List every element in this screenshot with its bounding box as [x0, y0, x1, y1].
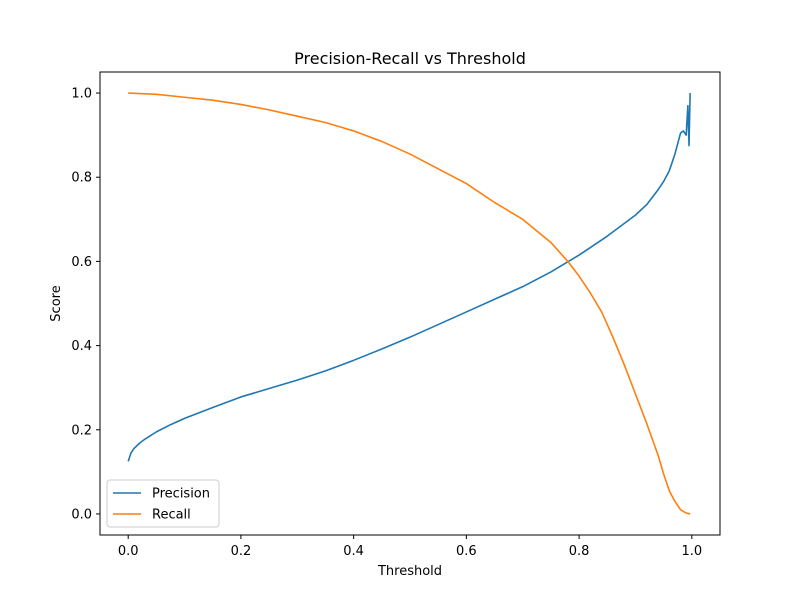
x-tick-label: 0.4: [343, 544, 364, 559]
x-tick-label: 1.0: [681, 544, 702, 559]
y-tick-label: 0.0: [71, 507, 92, 522]
x-axis: 0.0 0.2 0.4 0.6 0.8 1.0: [118, 535, 702, 559]
x-tick-label: 0.6: [456, 544, 477, 559]
y-axis-label: Score: [49, 285, 64, 321]
legend-box: [106, 479, 220, 528]
x-tick-label: 0.2: [231, 544, 252, 559]
x-tick-label: 0.0: [118, 544, 139, 559]
legend-label-precision: Precision: [152, 487, 210, 502]
series-line-recall: [128, 92, 691, 515]
y-tick-label: 1.0: [71, 87, 92, 102]
x-tick-label: 0.8: [569, 544, 590, 559]
chart-title: Precision-Recall vs Threshold: [294, 49, 526, 68]
plot-frame: [99, 71, 721, 536]
plot-area: [127, 92, 691, 515]
legend: Precision Recall: [106, 479, 220, 528]
y-tick-label: 0.6: [71, 255, 92, 270]
x-axis-label: Threshold: [377, 564, 442, 579]
y-tick-label: 0.2: [71, 423, 92, 438]
legend-label-recall: Recall: [152, 508, 191, 523]
y-tick-label: 0.4: [71, 339, 92, 354]
y-tick-label: 0.8: [71, 171, 92, 186]
series-line-precision: [127, 93, 691, 462]
y-axis: 0.0 0.2 0.4 0.6 0.8 1.0: [71, 87, 100, 522]
